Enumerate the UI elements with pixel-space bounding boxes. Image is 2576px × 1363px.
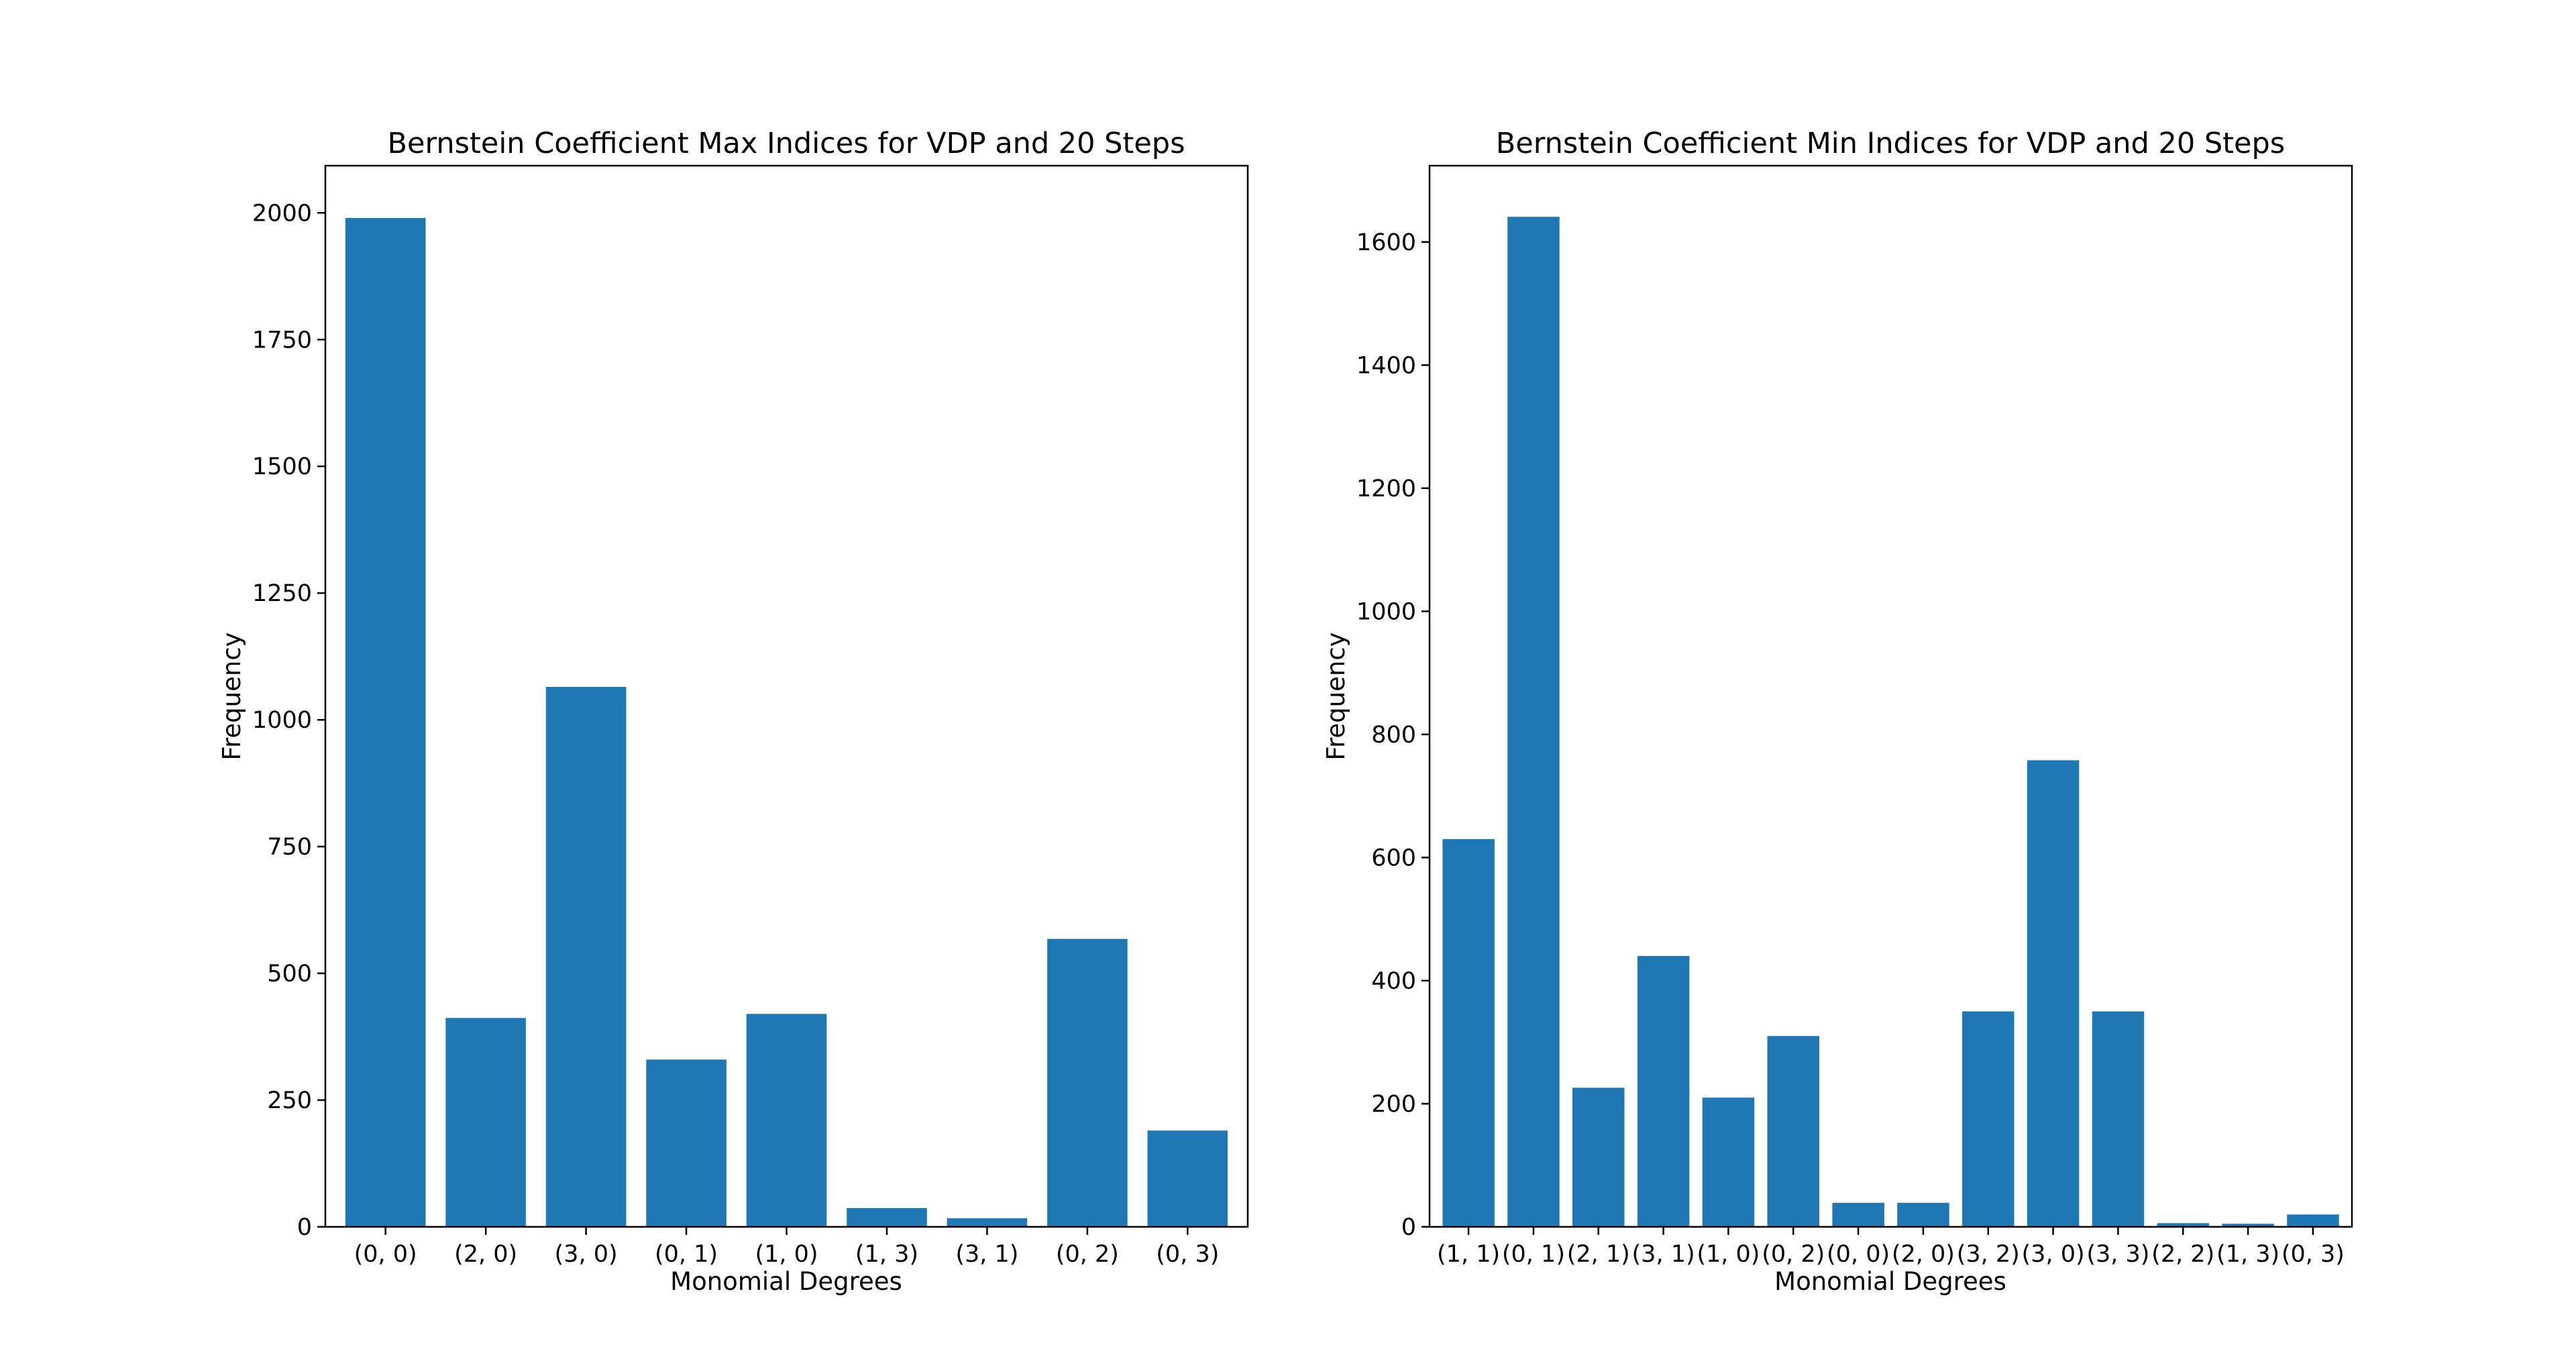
bar-12 [2222,1223,2274,1227]
x-tick-label-9: (3, 0) [2022,1241,2085,1268]
bar-6 [1832,1203,1884,1227]
y-tick-label-1: 250 [267,1087,312,1114]
x-ticks: (0, 0) (2, 0) (3, 0) (0, 1) (1, 0) (1, 3) (3, … [354,1227,1219,1268]
y-tick-label-3: 600 [1371,844,1416,871]
bar-1 [445,1018,526,1227]
x-tick-label-0: (0, 0) [354,1241,417,1268]
x-tick-label-10: (3, 3) [2086,1241,2149,1268]
bar-4 [1702,1097,1755,1227]
y-tick-label-2: 500 [267,961,312,987]
bar-2 [545,687,627,1227]
x-tick-label-3: (0, 1) [655,1241,718,1268]
bar-8 [1962,1011,2015,1227]
chart-title: Bernstein Coefficient Min Indices for VD… [1496,127,2285,160]
bar-0 [345,217,426,1227]
x-axis-label: Monomial Degrees [1774,1267,2006,1296]
y-tick-label-5: 1250 [252,580,312,607]
bar-4 [746,1014,827,1227]
y-tick-label-8: 1600 [1356,229,1416,256]
x-ticks: (1, 1) (0, 1) (2, 1) (3, 1) (1, 0) (0, 2) (0, … [1437,1227,2345,1268]
x-tick-label-6: (3, 1) [955,1241,1018,1268]
y-axis-label: Frequency [1322,632,1350,760]
x-tick-label-5: (0, 2) [1762,1241,1825,1268]
x-axis-label: Monomial Degrees [670,1267,902,1296]
y-tick-label-6: 1200 [1356,476,1416,502]
x-tick-label-4: (1, 0) [755,1241,818,1268]
x-tick-label-13: (0, 3) [2282,1241,2345,1268]
min-indices-chart: Bernstein Coefficient Min Indices for VD… [1322,127,2353,1296]
bar-7 [1047,938,1128,1227]
y-tick-label-7: 1400 [1356,352,1416,379]
x-tick-label-1: (0, 1) [1502,1241,1565,1268]
y-tick-label-0: 0 [297,1214,312,1241]
axes-frame [1428,164,2353,1228]
chart-title: Bernstein Coefficient Max Indices for VD… [388,127,1185,160]
x-tick-label-1: (2, 0) [454,1241,517,1268]
bar-11 [2157,1223,2209,1227]
y-tick-label-4: 1000 [252,707,312,734]
x-tick-label-6: (0, 0) [1827,1241,1890,1268]
bar-10 [2092,1011,2145,1227]
max-indices-chart: Bernstein Coefficient Max Indices for VD… [217,127,1249,1296]
bar-0 [1442,838,1495,1227]
bar-3 [646,1059,727,1227]
bar-1 [1507,217,1560,1228]
y-tick-label-0: 0 [1401,1214,1416,1241]
bars [1442,217,2339,1228]
y-tick-label-8: 2000 [252,200,312,227]
y-tick-label-3: 750 [267,834,312,861]
x-tick-label-2: (3, 0) [555,1241,618,1268]
x-tick-label-11: (2, 2) [2151,1241,2214,1268]
x-tick-label-0: (1, 1) [1437,1241,1500,1268]
bar-5 [847,1208,927,1227]
x-tick-label-4: (1, 0) [1697,1241,1760,1268]
x-tick-label-7: (2, 0) [1892,1241,1955,1268]
y-tick-label-6: 1500 [252,453,312,480]
bar-5 [1767,1036,1819,1227]
bar-6 [947,1218,1028,1227]
y-tick-label-5: 1000 [1356,598,1416,625]
y-tick-label-2: 400 [1371,968,1416,995]
bar-13 [2287,1214,2339,1227]
x-tick-label-8: (3, 2) [1957,1241,2020,1268]
x-tick-label-5: (1, 3) [855,1241,918,1268]
axes-frame [324,164,1249,1228]
y-ticks: 0 250 500 750 1000 1250 1500 1750 2000 [252,200,325,1241]
bars [345,217,1228,1227]
y-axis-label: Frequency [217,632,246,760]
bar-8 [1147,1130,1228,1227]
x-tick-label-12: (1, 3) [2216,1241,2279,1268]
x-tick-label-3: (3, 1) [1632,1241,1695,1268]
y-tick-label-7: 1750 [252,327,312,353]
y-tick-label-1: 200 [1371,1091,1416,1117]
bar-7 [1897,1203,1949,1227]
bar-2 [1572,1087,1625,1227]
y-tick-label-4: 800 [1371,722,1416,749]
x-tick-label-7: (0, 2) [1056,1241,1119,1268]
x-tick-label-2: (2, 1) [1567,1241,1630,1268]
y-ticks: 0 200 400 600 800 1000 1200 1400 1600 [1356,229,1430,1241]
x-tick-label-8: (0, 3) [1156,1241,1219,1268]
bar-3 [1637,956,1690,1227]
bar-9 [2027,760,2080,1227]
